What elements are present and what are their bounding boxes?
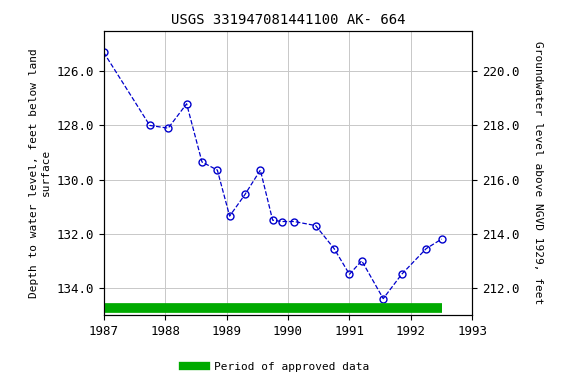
Y-axis label: Depth to water level, feet below land
surface: Depth to water level, feet below land su… <box>29 48 51 298</box>
Y-axis label: Groundwater level above NGVD 1929, feet: Groundwater level above NGVD 1929, feet <box>533 41 543 305</box>
Title: USGS 331947081441100 AK- 664: USGS 331947081441100 AK- 664 <box>170 13 406 27</box>
Legend: Period of approved data: Period of approved data <box>179 358 374 377</box>
